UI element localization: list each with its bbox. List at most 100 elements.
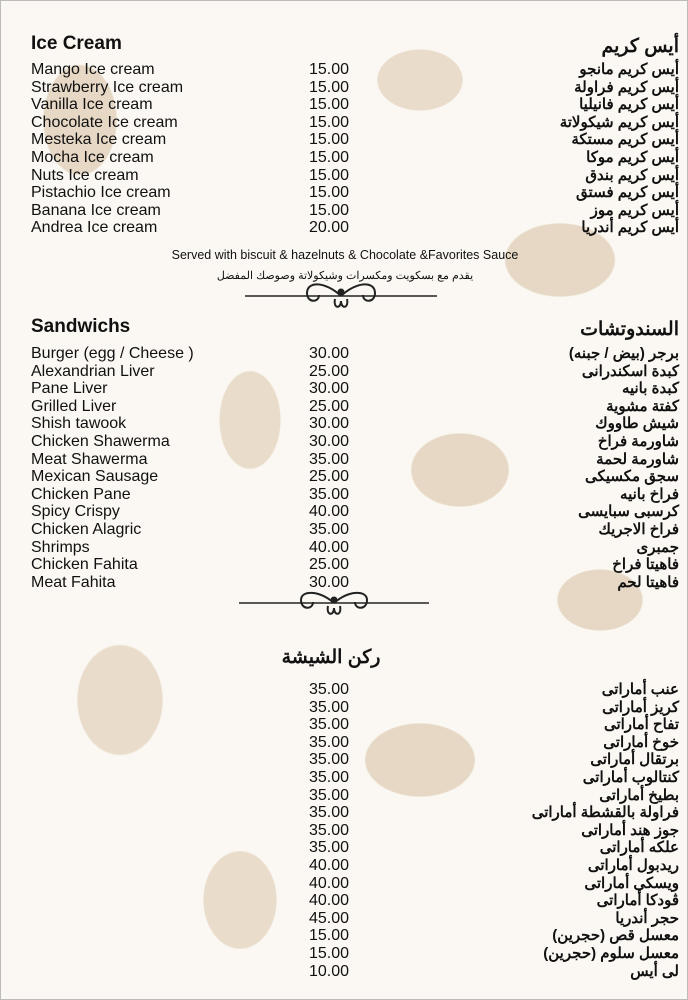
sandwiches-item-price: 35.00: [309, 520, 350, 538]
sandwiches-item-price: 30.00: [309, 573, 350, 591]
shisha-item-price: 35.00: [309, 804, 350, 822]
shisha-item-name-ar: عنب أماراتى: [601, 681, 679, 698]
ornament-divider: [245, 283, 437, 308]
sandwiches-item-price: 30.00: [309, 345, 350, 362]
sandwiches-names-ar: برجر (بيض / جبنه) كبدة اسكندرانى كبدة باني…: [459, 345, 679, 591]
sandwiches-item-name-ar: شيش طاووك: [595, 415, 679, 433]
ice_cream-item-name-ar: أيس كريم فراولة: [574, 78, 679, 96]
ice_cream-item-name-en: Nuts Ice cream: [31, 166, 139, 184]
ice_cream-item-name-en: Chocolate Ice cream: [31, 113, 178, 131]
ice_cream-item-name-ar: أيس كريم مانجو: [579, 61, 679, 78]
sandwiches-item-name-en: Chicken Alagric: [31, 520, 142, 538]
sandwiches-item-price: 30.00: [309, 380, 350, 398]
shisha-item-price: 15.00: [309, 944, 350, 962]
sandwiches-item-price: 35.00: [309, 450, 350, 468]
sandwiches-item-name-ar: كفتة مشوية: [606, 397, 679, 415]
ice-cream-prices: 15.00 15.00 15.00 15.00 15.00 15.00 15.00 15.00…: [309, 61, 359, 237]
shisha-item-price: 40.00: [309, 892, 350, 910]
shisha-item-name-ar: تفاح أماراتى: [603, 716, 679, 734]
ice_cream-item-price: 15.00: [309, 148, 350, 166]
shisha-item-name-ar: معسل قص (حجرين): [552, 927, 679, 945]
sandwiches-names-en: Burger (egg / Cheese ) Alexandrian Liver P…: [31, 345, 231, 591]
ice_cream-item-price: 15.00: [309, 113, 350, 131]
shisha-item-price: 35.00: [309, 768, 350, 786]
sandwiches-item-price: 25.00: [309, 468, 350, 486]
ice_cream-item-price: 15.00: [309, 78, 350, 96]
shisha-item-name-ar: خوخ أماراتى: [603, 733, 679, 751]
sandwiches-item-price: 25.00: [309, 362, 350, 380]
ice_cream-item-name-ar: أيس كريم فستق: [576, 184, 679, 202]
ice_cream-item-name-en: Banana Ice cream: [31, 201, 161, 219]
shisha-item-name-ar: جوز هند أماراتى: [581, 821, 679, 839]
ice_cream-item-name-en: Pistachio Ice cream: [31, 184, 171, 202]
sandwiches-title-ar: السندوتشات: [580, 319, 679, 340]
shisha-item-price: 35.00: [309, 681, 350, 698]
sandwiches-item-name-en: Chicken Shawerma: [31, 432, 170, 450]
ice_cream-item-price: 15.00: [309, 131, 350, 149]
sandwiches-item-name-en: Mexican Sausage: [31, 468, 159, 486]
ice_cream-item-price: 15.00: [309, 184, 350, 202]
sandwiches-item-name-ar: فاهيتا لحم: [617, 573, 679, 591]
ice_cream-item-name-en: Andrea Ice cream: [31, 219, 158, 237]
ice_cream-item-name-ar: أيس كريم مستكة: [571, 131, 679, 149]
sandwiches-item-price: 35.00: [309, 485, 350, 503]
sandwiches-item-price: 30.00: [309, 415, 350, 433]
sandwiches-item-name-en: Burger (egg / Cheese ): [31, 345, 194, 362]
sandwiches-item-name-ar: فراخ بانيه: [620, 485, 679, 503]
shisha-item-name-ar: علكه أماراتى: [599, 839, 679, 857]
sandwiches-item-name-ar: كبدة اسكندرانى: [581, 362, 679, 380]
sandwiches-item-name-en: Shish tawook: [31, 415, 127, 433]
sandwiches-item-name-ar: برجر (بيض / جبنه): [568, 345, 679, 362]
ice_cream-item-price: 15.00: [309, 201, 350, 219]
shisha-item-price: 35.00: [309, 786, 350, 804]
ice_cream-item-name-en: Strawberry Ice cream: [31, 78, 184, 96]
sandwiches-item-price: 25.00: [309, 397, 350, 415]
sandwiches-item-name-en: Spicy Crispy: [31, 503, 120, 521]
sandwiches-item-name-ar: كرسبى سبايسى: [578, 503, 679, 521]
shisha-item-name-ar: فراولة بالقشطة أماراتى: [531, 804, 679, 822]
ice-cream-title-ar: أيس كريم: [601, 36, 679, 57]
ice_cream-item-price: 15.00: [309, 61, 350, 78]
sandwiches-item-name-ar: كبدة بانيه: [621, 380, 679, 398]
shisha-item-name-ar: بطيخ أماراتى: [599, 786, 679, 804]
shisha-item-price: 35.00: [309, 839, 350, 857]
ice_cream-item-name-ar: أيس كريم بندق: [585, 166, 679, 184]
sandwiches-item-name-en: Grilled Liver: [31, 397, 117, 415]
ice_cream-item-name-ar: أيس كريم فانيليا: [579, 96, 679, 114]
ice-cream-names-en: Mango Ice cream Strawberry Ice cream Vanil…: [31, 61, 231, 237]
ice-cream-note-en: Served with biscuit & hazelnuts & Chocol…: [171, 248, 519, 262]
shisha-item-name-ar: ريدبول أماراتى: [587, 856, 679, 874]
sandwiches-item-name-en: Chicken Fahita: [31, 556, 138, 574]
shisha-item-price: 40.00: [309, 874, 350, 892]
sandwiches-item-name-ar: سجق مكسيكى: [585, 468, 679, 486]
shisha-item-price: 35.00: [309, 821, 350, 839]
shisha-item-name-ar: معسل سلوم (حجرين): [543, 944, 679, 962]
shisha-item-price: 40.00: [309, 856, 350, 874]
shisha-title-ar: ركن الشيشة: [281, 647, 381, 668]
shisha-prices: 35.00 35.00 35.00 35.00 35.00 35.00 35.00 35.00…: [309, 681, 359, 980]
shisha-item-name-ar: كنتالوب أماراتى: [582, 768, 679, 786]
shisha-item-price: 45.00: [309, 909, 350, 927]
shisha-item-price: 15.00: [309, 927, 350, 945]
ice_cream-item-name-ar: أيس كريم موز: [590, 201, 679, 219]
ice-cream-note-ar: يقدم مع بسكويت ومكسرات وشيكولاتة وصوصك ا…: [216, 270, 474, 282]
ornament-divider: [239, 591, 429, 615]
sandwiches-item-name-ar: شاورمة لحمة: [596, 450, 679, 468]
sandwiches-item-name-ar: جمبرى: [636, 538, 680, 556]
sandwiches-item-name-en: Meat Fahita: [31, 573, 116, 591]
sandwiches-item-price: 25.00: [309, 556, 350, 574]
shisha-item-name-ar: برتقال أماراتى: [590, 751, 679, 769]
shisha-item-name-ar: ويسكى أماراتى: [584, 874, 679, 892]
shisha-item-price: 35.00: [309, 733, 350, 751]
shisha-item-name-ar: كريز أماراتى: [602, 698, 679, 716]
ice_cream-item-name-ar: أيس كريم موكا: [586, 148, 679, 166]
sandwiches-prices: 30.00 25.00 30.00 25.00 30.00 30.00 35.00 25.00…: [309, 345, 359, 591]
shisha-item-name-ar: حجر أندريا: [615, 909, 679, 927]
sandwiches-item-name-en: Alexandrian Liver: [31, 362, 155, 380]
sandwiches-item-name-en: Chicken Pane: [31, 485, 131, 503]
ice_cream-item-price: 15.00: [309, 96, 350, 114]
sandwiches-item-price: 40.00: [309, 503, 350, 521]
ice_cream-item-name-en: Mesteka Ice cream: [31, 131, 167, 149]
ice_cream-item-price: 15.00: [309, 166, 350, 184]
shisha-item-price: 35.00: [309, 751, 350, 769]
